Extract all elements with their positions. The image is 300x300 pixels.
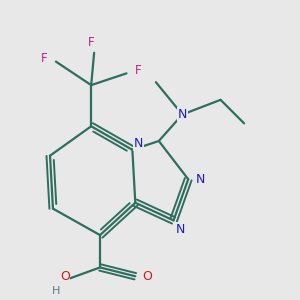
Text: N: N: [195, 173, 205, 186]
Text: F: F: [88, 36, 94, 49]
Text: O: O: [60, 270, 70, 283]
Text: F: F: [135, 64, 142, 77]
Text: N: N: [134, 137, 143, 150]
Text: H: H: [52, 286, 60, 296]
Text: F: F: [41, 52, 47, 65]
Text: N: N: [178, 108, 187, 121]
Text: N: N: [176, 223, 186, 236]
Text: O: O: [142, 270, 152, 283]
